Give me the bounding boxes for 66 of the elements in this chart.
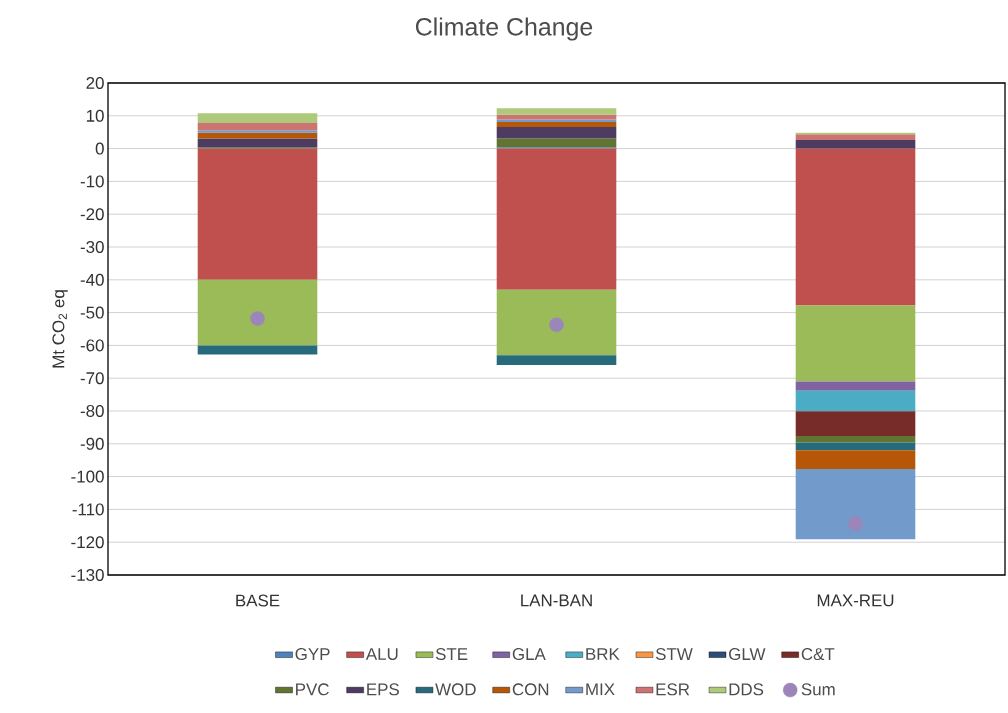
legend-label: DDS	[729, 683, 764, 696]
bar	[496, 289, 617, 356]
legend-label: GYP	[295, 648, 330, 661]
bar	[496, 138, 617, 148]
y-tick-label: -110	[72, 503, 104, 516]
legend-label: C&T	[801, 648, 835, 661]
y-axis-title: Mt CO$_{2}$ eq	[52, 290, 68, 368]
bar	[496, 108, 617, 115]
legend-label: Sum	[801, 683, 835, 696]
y-tick-label: -70	[80, 372, 104, 385]
legend-label: STW	[655, 648, 693, 661]
legend-label: CON	[512, 683, 549, 696]
legend-label: MIX	[586, 683, 615, 696]
y-tick-label: -90	[80, 437, 104, 450]
x-tick-label: MAX-REU	[817, 594, 894, 607]
y-tick-label: 0	[95, 142, 104, 155]
bar	[197, 130, 318, 133]
bar	[496, 119, 617, 123]
y-tick-label: -40	[80, 273, 104, 286]
bar	[795, 435, 916, 443]
bar	[197, 138, 318, 148]
bar	[197, 148, 318, 280]
bar	[795, 381, 916, 391]
y-tick-label: -80	[80, 405, 104, 417]
bar	[795, 390, 916, 412]
bar	[197, 123, 318, 131]
bar	[197, 279, 318, 346]
legend-label: STE	[435, 648, 468, 661]
legend-label: ALU	[365, 648, 398, 660]
chart-title: Climate Change	[415, 17, 593, 41]
point	[848, 516, 863, 531]
bar	[197, 113, 318, 124]
bar	[795, 305, 916, 382]
legend-label: BRK	[586, 648, 620, 660]
bar	[197, 345, 318, 355]
legend-label: PVC	[296, 683, 329, 696]
y-tick-label: -120	[71, 536, 104, 549]
legend-label: ESR	[656, 683, 690, 696]
y-tick-label: -60	[80, 339, 104, 352]
bar	[795, 140, 916, 149]
bar	[795, 469, 916, 540]
bar	[795, 450, 916, 470]
bar	[795, 442, 916, 451]
y-tick-label: -30	[80, 241, 104, 253]
legend-label: WOD	[435, 683, 476, 696]
y-tick-label: 20	[86, 77, 104, 89]
y-tick-label: -20	[80, 208, 104, 221]
legend-label: EPS	[367, 683, 399, 696]
point	[250, 311, 265, 326]
bar	[496, 122, 617, 127]
legend-label: GLA	[512, 648, 546, 661]
x-tick-label: BASE	[236, 594, 280, 607]
bar	[795, 134, 916, 141]
bar	[496, 355, 617, 366]
legend-label: GLW	[729, 648, 766, 661]
bar	[496, 126, 617, 139]
point	[549, 317, 564, 332]
y-tick-label: -50	[80, 306, 104, 319]
bar	[795, 411, 916, 436]
y-tick-label: -130	[71, 569, 104, 581]
x-tick-label: LAN-BAN	[521, 594, 592, 607]
y-tick-label: -10	[80, 175, 104, 188]
y-tick-label: -100	[71, 470, 104, 483]
bar	[795, 148, 916, 306]
y-tick-label: 10	[86, 109, 104, 122]
bar	[496, 148, 617, 290]
